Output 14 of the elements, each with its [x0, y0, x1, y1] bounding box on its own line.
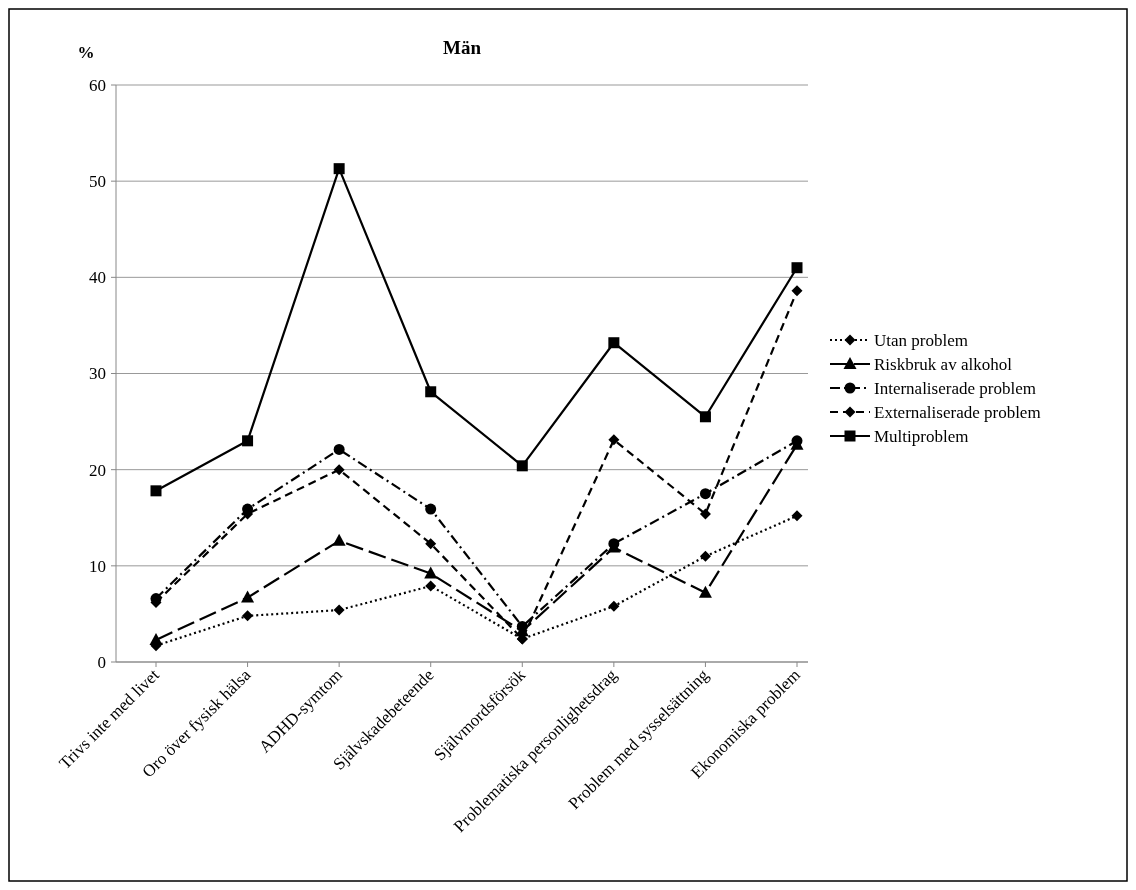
legend-label: Externaliserade problem — [874, 402, 1041, 422]
y-tick-label: 60 — [89, 75, 106, 95]
legend-label: Multiproblem — [874, 426, 969, 446]
y-tick-label: 30 — [89, 364, 106, 384]
y-tick-label: 40 — [89, 268, 106, 288]
chart-title: Män — [443, 37, 482, 58]
y-tick-label: 10 — [89, 556, 106, 576]
legend-label: Riskbruk av alkohol — [874, 354, 1013, 374]
legend-label: Internaliserade problem — [874, 378, 1036, 398]
legend-label: Utan problem — [874, 330, 968, 350]
y-tick-label: 0 — [97, 652, 106, 672]
y-axis-title: % — [77, 43, 95, 62]
y-tick-label: 20 — [89, 460, 106, 480]
y-tick-label: 50 — [89, 172, 106, 192]
